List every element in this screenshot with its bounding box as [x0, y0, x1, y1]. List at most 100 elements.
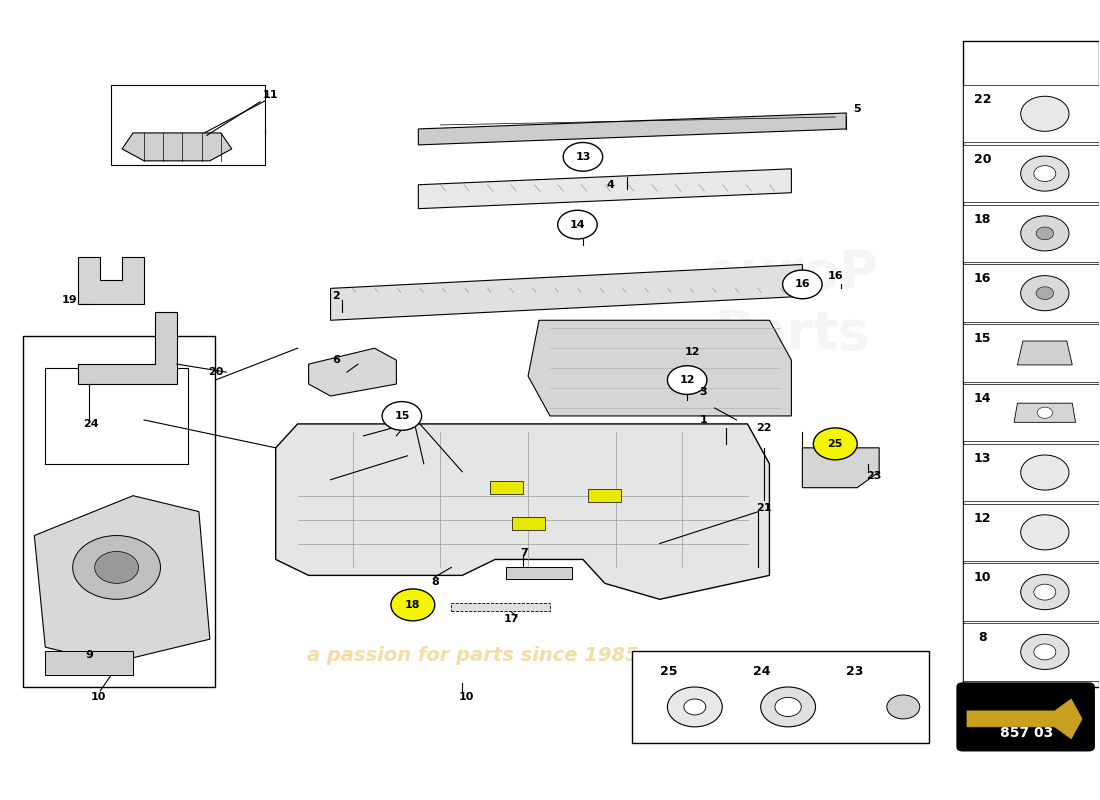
Circle shape [1021, 455, 1069, 490]
Bar [23, 336, 216, 687]
Bar [962, 563, 1099, 621]
Polygon shape [418, 113, 846, 145]
Text: 6: 6 [332, 355, 340, 365]
Bar [512, 517, 544, 530]
Bar [962, 205, 1099, 262]
Polygon shape [802, 448, 879, 488]
Circle shape [1021, 574, 1069, 610]
Polygon shape [1014, 403, 1076, 422]
Text: 8: 8 [978, 631, 987, 644]
Text: 4: 4 [606, 180, 614, 190]
Text: 857 03: 857 03 [1000, 726, 1053, 741]
Circle shape [1021, 515, 1069, 550]
Bar [451, 603, 550, 611]
Circle shape [684, 699, 706, 715]
Text: 5: 5 [854, 104, 861, 114]
Polygon shape [528, 320, 791, 416]
Text: 25: 25 [660, 665, 678, 678]
Bar [962, 324, 1099, 382]
Polygon shape [276, 424, 769, 599]
Text: 22: 22 [756, 423, 772, 433]
Polygon shape [78, 312, 177, 384]
Bar [45, 651, 133, 675]
Polygon shape [1018, 341, 1072, 365]
Bar [962, 85, 1099, 142]
Text: 9: 9 [85, 650, 94, 660]
Text: 12: 12 [974, 512, 991, 525]
Bar [962, 384, 1099, 442]
Bar [588, 490, 621, 502]
Text: 8: 8 [431, 577, 439, 586]
Text: 18: 18 [974, 213, 991, 226]
Text: 3: 3 [700, 387, 707, 397]
Circle shape [761, 687, 815, 727]
Text: 15: 15 [394, 411, 409, 421]
Circle shape [668, 687, 723, 727]
Text: 11: 11 [263, 90, 278, 101]
Text: 19: 19 [62, 295, 77, 306]
Polygon shape [122, 133, 232, 161]
Text: 23: 23 [846, 665, 864, 678]
Circle shape [774, 698, 801, 717]
Text: 20: 20 [974, 153, 991, 166]
Circle shape [1036, 227, 1054, 240]
Text: euroP
Parts: euroP Parts [704, 248, 879, 361]
Circle shape [1034, 166, 1056, 182]
Circle shape [668, 366, 707, 394]
Bar [632, 651, 928, 743]
Text: 10: 10 [974, 571, 991, 585]
Text: 20: 20 [208, 367, 223, 377]
Text: 16: 16 [794, 279, 811, 290]
Text: 13: 13 [974, 452, 991, 465]
Text: 13: 13 [575, 152, 591, 162]
Text: 14: 14 [974, 392, 991, 405]
Text: 24: 24 [754, 665, 770, 678]
Circle shape [813, 428, 857, 460]
Polygon shape [418, 169, 791, 209]
Text: 16: 16 [827, 271, 843, 282]
Circle shape [887, 695, 920, 719]
Text: 1: 1 [700, 415, 707, 425]
Circle shape [1021, 276, 1069, 310]
Polygon shape [967, 699, 1082, 739]
Text: 18: 18 [405, 600, 420, 610]
Circle shape [563, 142, 603, 171]
Circle shape [390, 589, 435, 621]
Bar [962, 42, 1099, 687]
Bar [962, 145, 1099, 202]
Circle shape [382, 402, 421, 430]
Text: a passion for parts since 1985: a passion for parts since 1985 [307, 646, 639, 665]
Text: 14: 14 [570, 220, 585, 230]
Text: 12: 12 [685, 347, 701, 357]
Text: 25: 25 [827, 439, 843, 449]
Circle shape [1034, 584, 1056, 600]
Polygon shape [331, 265, 802, 320]
Circle shape [95, 551, 139, 583]
Circle shape [558, 210, 597, 239]
Circle shape [1034, 644, 1056, 660]
Text: 7: 7 [520, 548, 528, 558]
Polygon shape [309, 348, 396, 396]
Circle shape [1021, 216, 1069, 251]
Circle shape [73, 535, 161, 599]
Bar [111, 85, 265, 165]
Bar [962, 504, 1099, 561]
Circle shape [1021, 156, 1069, 191]
Polygon shape [34, 496, 210, 663]
Polygon shape [78, 257, 144, 304]
Text: 15: 15 [974, 332, 991, 346]
Bar [962, 265, 1099, 322]
Circle shape [1021, 96, 1069, 131]
Bar [506, 567, 572, 579]
Text: 23: 23 [866, 470, 881, 481]
Circle shape [1036, 286, 1054, 299]
Text: 22: 22 [974, 93, 991, 106]
Text: 10: 10 [90, 691, 106, 702]
Circle shape [1021, 634, 1069, 670]
Text: 24: 24 [84, 419, 99, 429]
Bar [490, 482, 522, 494]
FancyBboxPatch shape [957, 683, 1094, 750]
Text: 16: 16 [974, 273, 991, 286]
Bar [962, 444, 1099, 502]
Text: 12: 12 [680, 375, 695, 385]
